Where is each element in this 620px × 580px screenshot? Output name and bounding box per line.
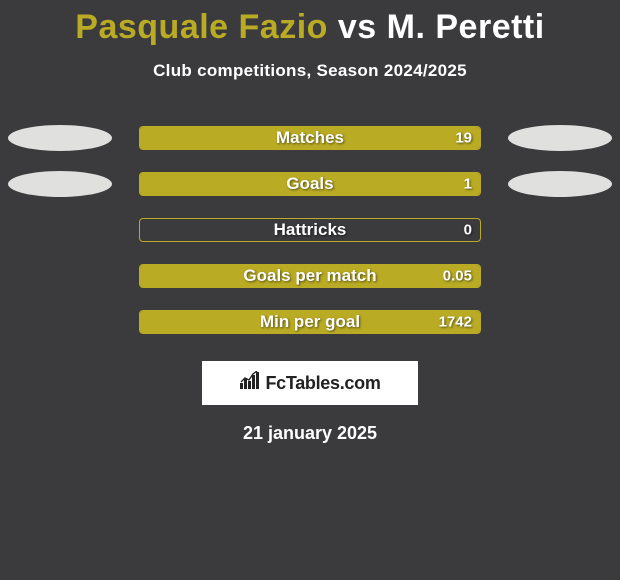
stat-value: 0	[464, 222, 472, 239]
logo-box[interactable]: FcTables.com	[202, 361, 418, 405]
stat-bar-track: Matches 19	[139, 126, 481, 150]
subtitle: Club competitions, Season 2024/2025	[0, 61, 620, 81]
stat-row: Matches 19	[0, 115, 620, 161]
page-title: Pasquale Fazio vs M. Peretti	[0, 8, 620, 47]
logo-text: FcTables.com	[265, 373, 380, 394]
player1-name: Pasquale Fazio	[75, 8, 328, 46]
stat-value: 1742	[439, 314, 472, 331]
stat-bar-track: Min per goal 1742	[139, 310, 481, 334]
player2-name: M. Peretti	[387, 8, 545, 46]
bar-chart-icon	[239, 371, 261, 396]
comparison-widget: Pasquale Fazio vs M. Peretti Club compet…	[0, 8, 620, 444]
stat-row: Hattricks 0	[0, 207, 620, 253]
stat-bar-track: Goals per match 0.05	[139, 264, 481, 288]
stat-label: Goals	[286, 174, 333, 194]
stat-value: 0.05	[443, 268, 472, 285]
date-label: 21 january 2025	[0, 423, 620, 444]
stat-value: 1	[464, 176, 472, 193]
stat-label: Hattricks	[274, 220, 347, 240]
stat-row: Goals 1	[0, 161, 620, 207]
stat-label: Matches	[276, 128, 344, 148]
stat-label: Goals per match	[243, 266, 376, 286]
stats-bars: Matches 19 Goals 1 Hattricks 0 Goals per match…	[0, 115, 620, 345]
player1-ellipse	[8, 125, 112, 151]
stat-label: Min per goal	[260, 312, 360, 332]
stat-bar-track: Hattricks 0	[139, 218, 481, 242]
vs-separator: vs	[338, 8, 377, 46]
player2-ellipse	[508, 125, 612, 151]
stat-row: Min per goal 1742	[0, 299, 620, 345]
stat-value: 19	[455, 130, 472, 147]
stat-bar-track: Goals 1	[139, 172, 481, 196]
player2-ellipse	[508, 171, 612, 197]
player1-ellipse	[8, 171, 112, 197]
stat-row: Goals per match 0.05	[0, 253, 620, 299]
